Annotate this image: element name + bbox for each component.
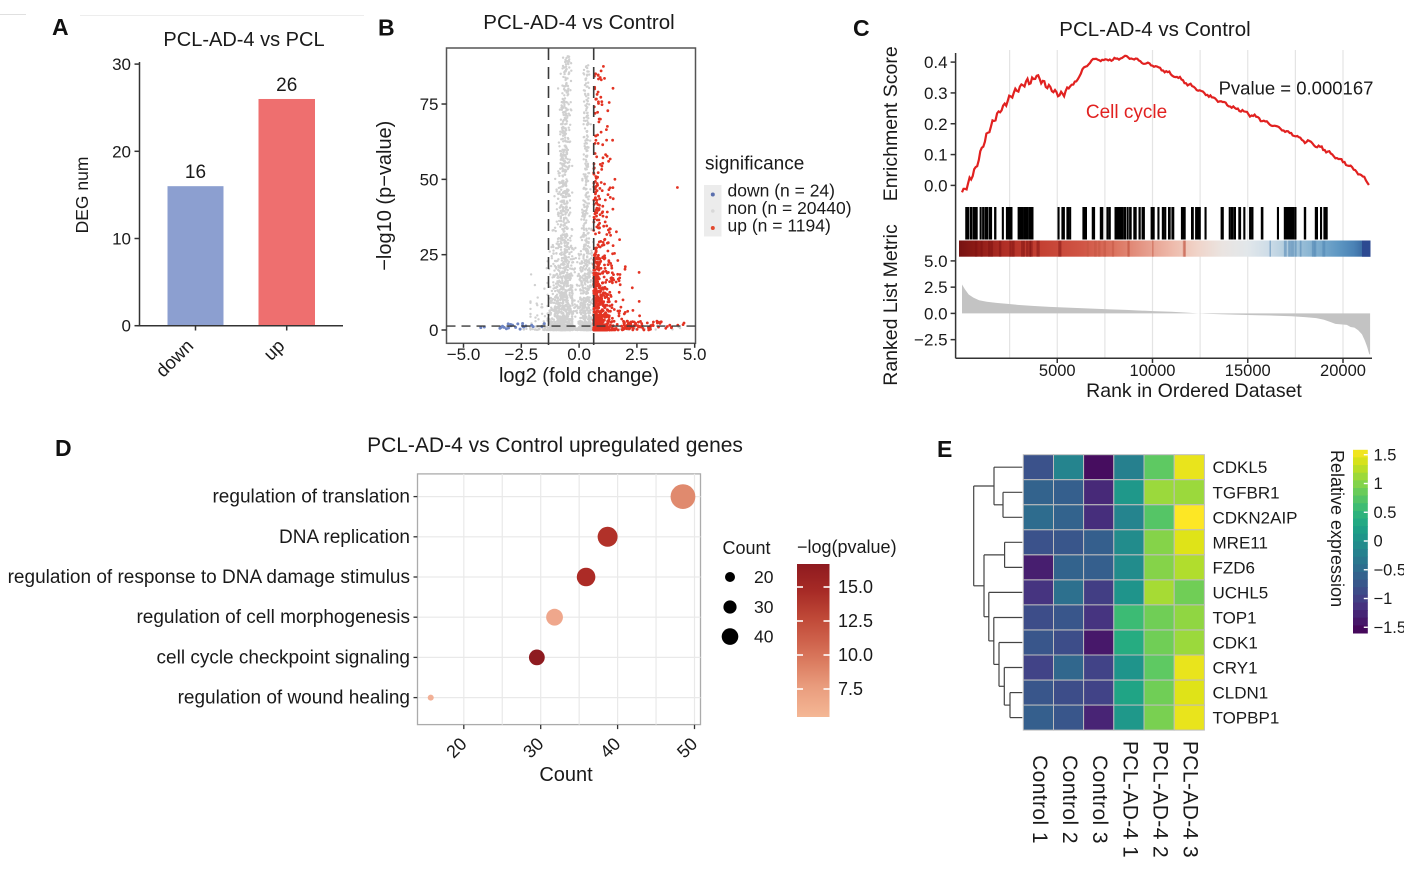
- svg-text:CLDN1: CLDN1: [1213, 684, 1269, 703]
- svg-text:CDKL5: CDKL5: [1213, 458, 1268, 477]
- svg-text:non (n = 20440): non (n = 20440): [728, 198, 852, 218]
- svg-text:log2 (fold change): log2 (fold change): [499, 365, 659, 387]
- svg-text:TGFBR1: TGFBR1: [1213, 483, 1280, 502]
- svg-text:PCL-AD-4 2: PCL-AD-4 2: [1149, 741, 1172, 858]
- svg-text:PCL-AD-4 vs PCL: PCL-AD-4 vs PCL: [163, 29, 324, 51]
- svg-text:7.5: 7.5: [838, 679, 863, 699]
- svg-text:significance: significance: [705, 154, 804, 175]
- svg-text:PCL-AD-4 vs Control: PCL-AD-4 vs Control: [483, 11, 674, 34]
- svg-text:Count: Count: [722, 538, 770, 558]
- svg-text:FZD6: FZD6: [1213, 558, 1256, 577]
- svg-text:5000: 5000: [1039, 362, 1076, 380]
- svg-text:12.5: 12.5: [838, 611, 873, 631]
- svg-text:Cell cycle: Cell cycle: [1086, 102, 1167, 123]
- svg-text:25: 25: [420, 246, 439, 265]
- svg-text:0.4: 0.4: [924, 53, 948, 72]
- svg-text:0.0: 0.0: [924, 176, 948, 195]
- svg-text:10.0: 10.0: [838, 645, 873, 665]
- svg-text:0.5: 0.5: [1374, 504, 1397, 522]
- svg-text:−2.5: −2.5: [914, 331, 948, 350]
- svg-text:E: E: [937, 436, 952, 462]
- svg-text:PCL-AD-4 vs Control upregulate: PCL-AD-4 vs Control upregulated genes: [367, 434, 743, 457]
- svg-text:0: 0: [1374, 533, 1383, 551]
- svg-text:0.2: 0.2: [924, 115, 948, 134]
- svg-text:15000: 15000: [1225, 362, 1271, 380]
- svg-text:Rank in Ordered Dataset: Rank in Ordered Dataset: [1086, 380, 1302, 402]
- svg-text:CRY1: CRY1: [1213, 659, 1258, 678]
- svg-text:regulation of translation: regulation of translation: [212, 487, 410, 508]
- svg-text:10: 10: [112, 230, 131, 249]
- svg-text:20000: 20000: [1320, 362, 1366, 380]
- svg-text:CDK1: CDK1: [1213, 634, 1258, 653]
- svg-text:5.0: 5.0: [924, 252, 948, 271]
- svg-text:0.0: 0.0: [567, 345, 591, 364]
- svg-text:2.5: 2.5: [924, 278, 948, 297]
- svg-text:0.3: 0.3: [924, 84, 948, 103]
- svg-text:D: D: [55, 435, 72, 461]
- svg-text:1: 1: [1374, 475, 1383, 493]
- svg-text:Control 2: Control 2: [1058, 755, 1081, 844]
- svg-text:Ranked List Metric: Ranked List Metric: [880, 224, 902, 386]
- svg-text:TOP1: TOP1: [1213, 608, 1257, 627]
- svg-text:50: 50: [420, 170, 439, 189]
- svg-text:−2.5: −2.5: [505, 345, 539, 364]
- svg-text:15.0: 15.0: [838, 577, 873, 597]
- svg-text:20: 20: [112, 142, 131, 161]
- svg-text:Pvalue = 0.000167: Pvalue = 0.000167: [1219, 78, 1374, 99]
- svg-text:CDKN2AIP: CDKN2AIP: [1213, 508, 1298, 527]
- svg-text:−log10 (p−value): −log10 (p−value): [374, 121, 396, 271]
- svg-text:75: 75: [420, 95, 439, 114]
- svg-text:16: 16: [185, 162, 206, 183]
- svg-text:A: A: [52, 14, 69, 40]
- svg-text:Count: Count: [539, 764, 593, 786]
- svg-text:40: 40: [754, 627, 774, 647]
- svg-text:2.5: 2.5: [625, 345, 649, 364]
- svg-text:TOPBP1: TOPBP1: [1213, 709, 1280, 728]
- svg-text:0.1: 0.1: [924, 146, 948, 165]
- svg-text:Relative expression: Relative expression: [1327, 450, 1347, 607]
- svg-text:PCL-AD-4 vs Control: PCL-AD-4 vs Control: [1059, 18, 1250, 41]
- svg-text:−log(pvalue): −log(pvalue): [797, 537, 897, 557]
- svg-text:regulation of wound healing: regulation of wound healing: [178, 688, 410, 709]
- svg-text:Control 3: Control 3: [1088, 755, 1111, 844]
- svg-text:regulation of cell morphogenes: regulation of cell morphogenesis: [136, 607, 410, 628]
- svg-text:B: B: [378, 15, 395, 41]
- svg-text:20: 20: [754, 567, 774, 587]
- svg-text:Enrichment Score: Enrichment Score: [880, 46, 902, 201]
- svg-text:up (n = 1194): up (n = 1194): [728, 216, 831, 236]
- svg-text:0: 0: [429, 321, 438, 340]
- svg-text:10000: 10000: [1130, 362, 1176, 380]
- svg-text:regulation of response to DNA: regulation of response to DNA damage sti…: [8, 567, 410, 588]
- svg-text:0: 0: [122, 317, 131, 336]
- svg-text:−1: −1: [1374, 590, 1393, 608]
- svg-text:−5.0: −5.0: [447, 345, 481, 364]
- svg-text:Control 1: Control 1: [1028, 755, 1051, 844]
- svg-text:0.0: 0.0: [924, 304, 948, 323]
- svg-text:cell cycle checkpoint signalin: cell cycle checkpoint signaling: [157, 647, 410, 668]
- svg-text:MRE11: MRE11: [1213, 533, 1268, 552]
- svg-text:PCL-AD-4 1: PCL-AD-4 1: [1118, 741, 1141, 858]
- svg-text:PCL-AD-4 3: PCL-AD-4 3: [1179, 741, 1202, 858]
- svg-text:−0.5: −0.5: [1374, 561, 1404, 579]
- svg-text:30: 30: [112, 55, 131, 74]
- svg-text:30: 30: [754, 597, 774, 617]
- svg-text:C: C: [853, 15, 870, 41]
- svg-text:26: 26: [276, 75, 297, 96]
- svg-text:5.0: 5.0: [683, 345, 707, 364]
- svg-text:DNA replication: DNA replication: [279, 527, 410, 548]
- svg-text:−1.5: −1.5: [1374, 619, 1404, 637]
- svg-text:UCHL5: UCHL5: [1213, 583, 1269, 602]
- svg-text:1.5: 1.5: [1374, 446, 1397, 464]
- svg-text:DEG num: DEG num: [72, 157, 92, 234]
- svg-text:down (n = 24): down (n = 24): [728, 181, 836, 201]
